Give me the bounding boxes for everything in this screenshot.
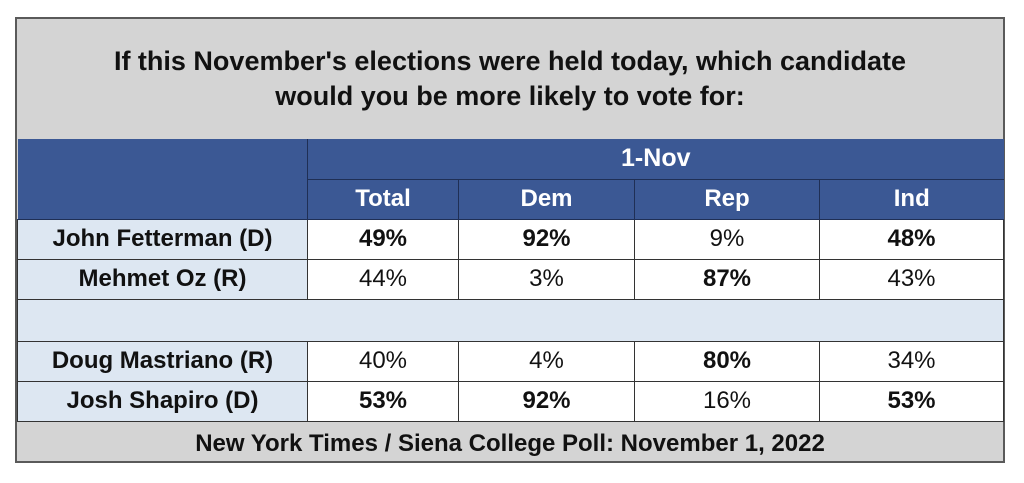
candidate-name: Doug Mastriano (R) [17,340,308,382]
poll-question: If this November's elections were held t… [17,19,1003,139]
value-cell: 92% [458,218,635,260]
column-header-ind: Ind [818,179,1004,220]
value-cell: 53% [307,380,459,422]
candidate-name: Josh Shapiro (D) [17,380,308,422]
value-cell: 48% [818,218,1005,260]
poll-question-line-1: If this November's elections were held t… [113,46,907,76]
value-cell: 87% [634,258,820,300]
value-cell: 80% [634,340,820,382]
value-cell: 16% [634,380,820,422]
table-row: Mehmet Oz (R) 44% 3% 87% 43% [17,258,1005,300]
value-cell: 49% [307,218,459,260]
value-cell: 44% [307,258,459,300]
candidate-name: John Fetterman (D) [17,218,308,260]
value-cell: 53% [818,380,1005,422]
date-header: 1-Nov [306,139,1004,180]
poll-table-frame: If this November's elections were held t… [15,17,1005,463]
value-cell: 4% [458,340,635,382]
table-row: Josh Shapiro (D) 53% 92% 16% 53% [17,380,1005,422]
spacer-cell [16,298,1005,342]
value-cell: 3% [458,258,635,300]
table-row: Doug Mastriano (R) 40% 4% 80% 34% [17,340,1005,382]
column-header-total: Total [307,179,459,220]
column-header-dem: Dem [458,179,635,220]
source-footer: New York Times / Siena College Poll: Nov… [17,427,1003,461]
results-table: 1-Nov Total Dem Rep Ind John Fetterman (… [16,139,1005,422]
header-blank-cell [17,139,308,220]
value-cell: 43% [818,258,1005,300]
column-header-rep: Rep [634,179,820,220]
value-cell: 92% [458,380,635,422]
value-cell: 9% [634,218,820,260]
value-cell: 40% [307,340,459,382]
poll-question-line-2: would you be more likely to vote for: [275,81,745,111]
table-row: John Fetterman (D) 49% 92% 9% 48% [17,218,1005,260]
candidate-name: Mehmet Oz (R) [17,258,308,300]
spacer-row [16,298,1005,342]
value-cell: 34% [818,340,1005,382]
